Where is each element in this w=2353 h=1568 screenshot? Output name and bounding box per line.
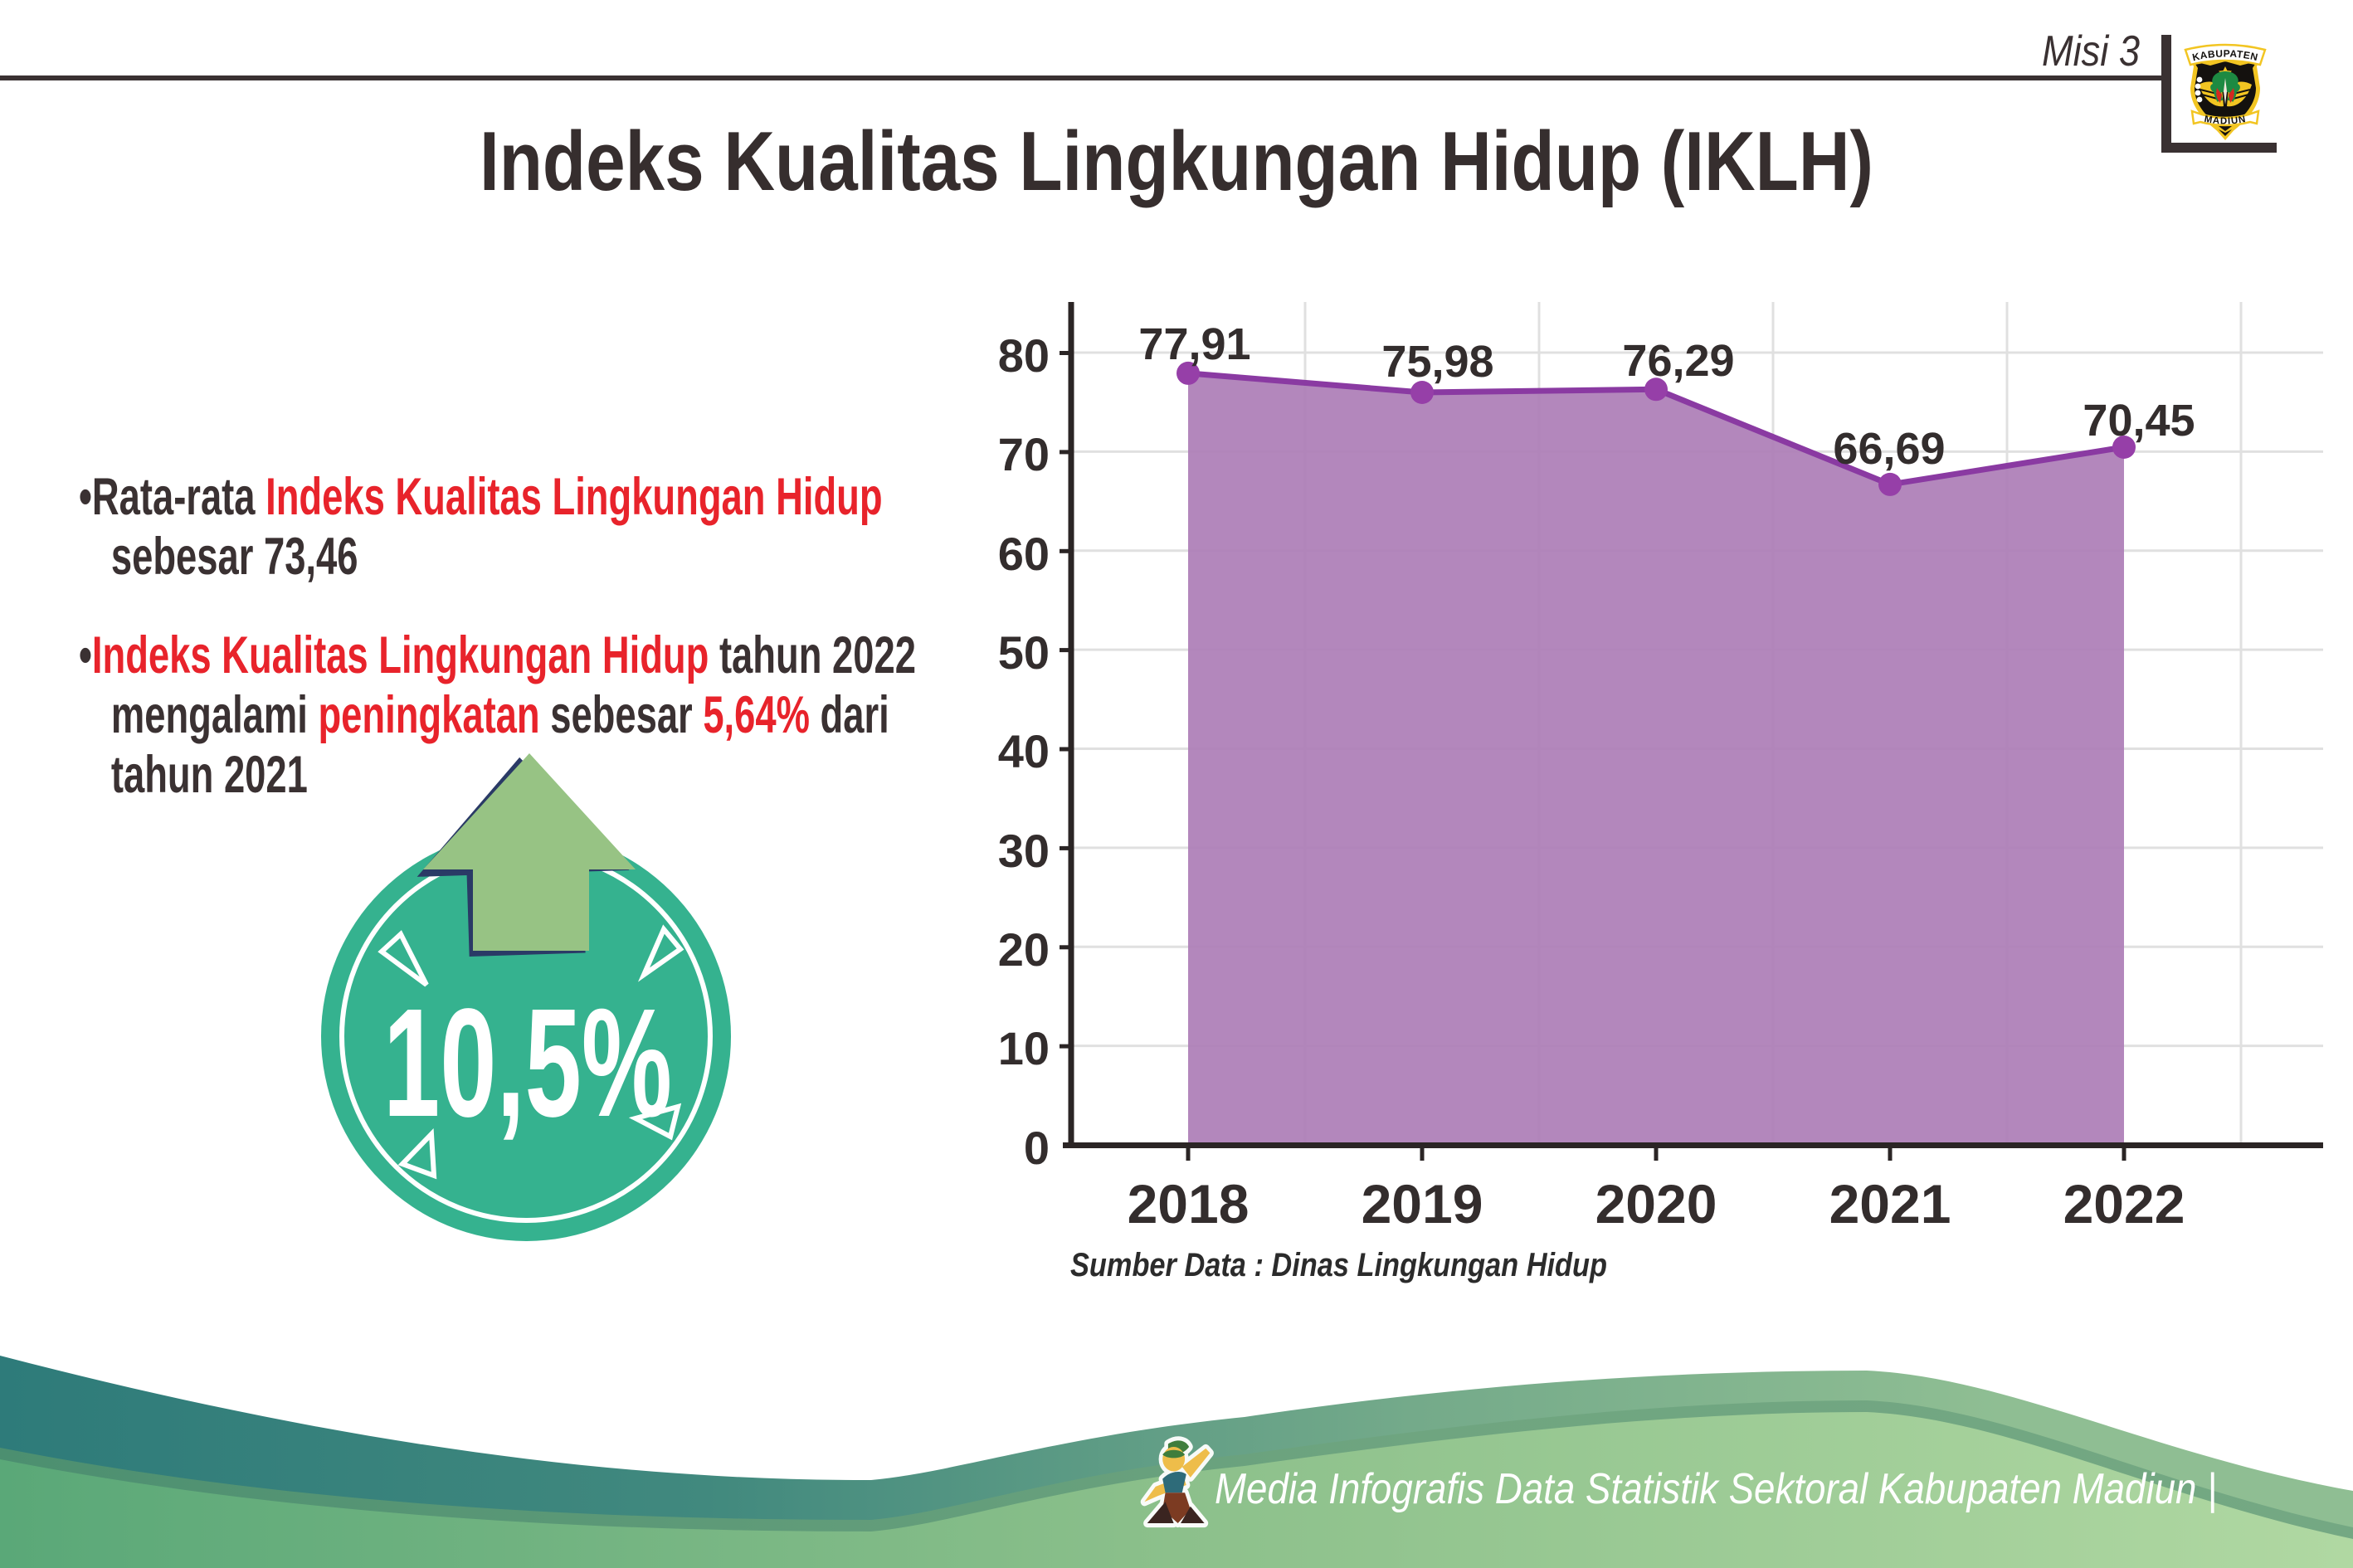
- svg-text:2019: 2019: [1362, 1173, 1483, 1234]
- svg-text:40: 40: [998, 725, 1050, 777]
- svg-text:50: 50: [998, 626, 1050, 679]
- svg-text:20: 20: [998, 923, 1050, 976]
- svg-text:KABUPATEN: KABUPATEN: [2191, 47, 2259, 63]
- svg-text:2021: 2021: [1829, 1173, 1951, 1234]
- svg-text:0: 0: [1024, 1122, 1050, 1174]
- svg-text:10: 10: [998, 1022, 1050, 1074]
- svg-text:76,29: 76,29: [1622, 336, 1734, 386]
- svg-text:2018: 2018: [1128, 1173, 1250, 1234]
- svg-text:70,45: 70,45: [2083, 396, 2195, 446]
- svg-text:2020: 2020: [1595, 1173, 1717, 1234]
- svg-text:Sumber Data : Dinas Lingkungan: Sumber Data : Dinas Lingkungan Hidup: [1070, 1247, 1607, 1283]
- svg-text:MADIUN: MADIUN: [2204, 114, 2248, 127]
- svg-text:30: 30: [998, 825, 1050, 877]
- svg-text:Misi 3: Misi 3: [2042, 27, 2140, 75]
- svg-text:Indeks Kualitas Lingkungan Hid: Indeks Kualitas Lingkungan Hidup (IKLH): [480, 115, 1873, 208]
- svg-text:2022: 2022: [2063, 1173, 2185, 1234]
- svg-text:80: 80: [998, 329, 1050, 382]
- svg-text:77,91: 77,91: [1138, 319, 1250, 369]
- svg-text:70: 70: [998, 428, 1050, 480]
- svg-text:Media Infografis Data Statisti: Media Infografis Data Statistik Sektoral…: [1215, 1465, 2217, 1513]
- svg-text:75,98: 75,98: [1381, 337, 1493, 387]
- svg-text:66,69: 66,69: [1833, 424, 1945, 474]
- svg-text:10,5%: 10,5%: [383, 977, 672, 1149]
- svg-text:60: 60: [998, 528, 1050, 580]
